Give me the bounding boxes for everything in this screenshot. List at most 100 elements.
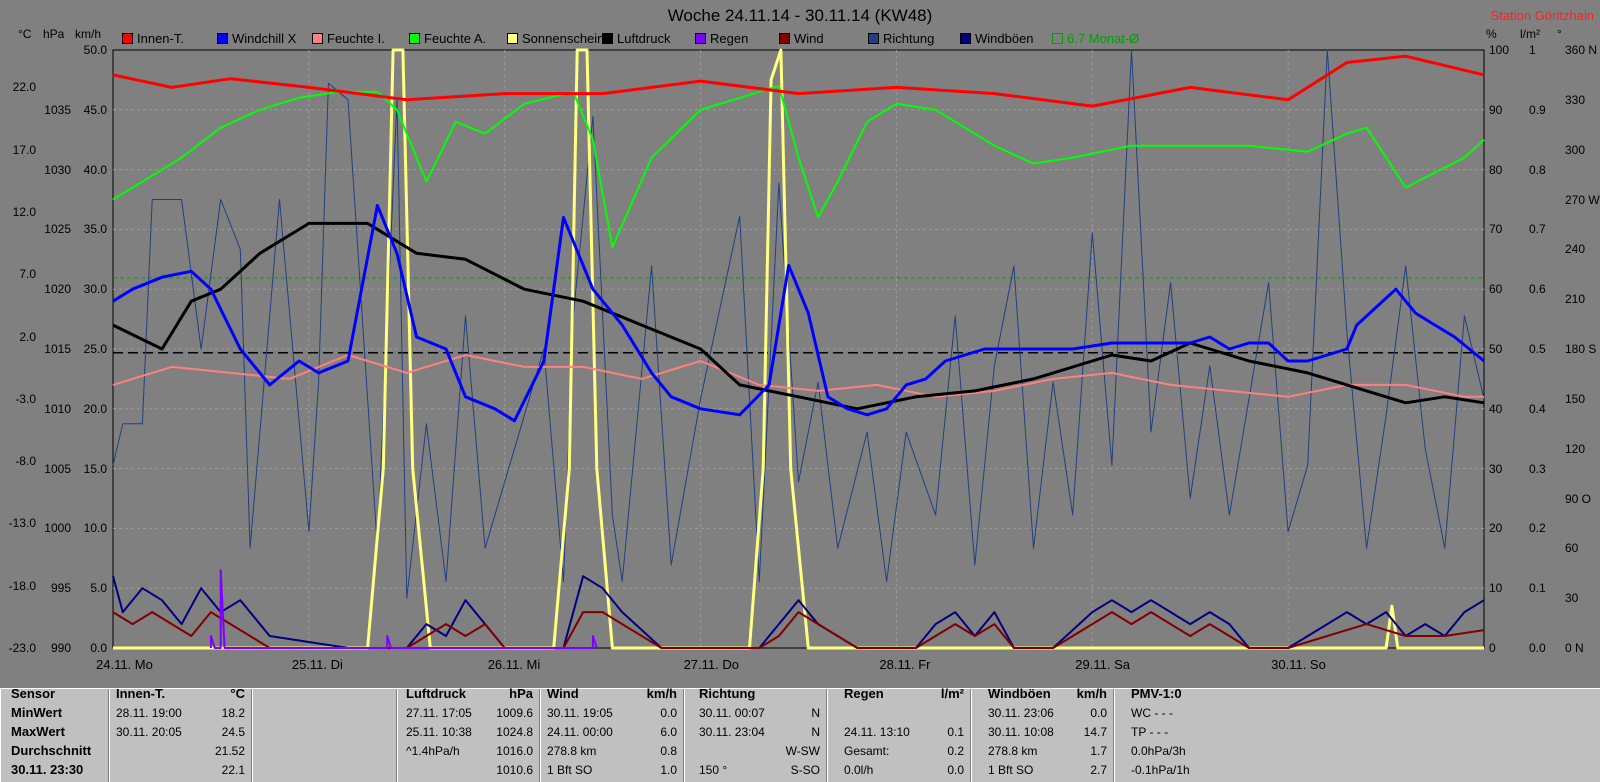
temp-tick: -13.0 (8, 516, 36, 531)
pct-tick: 70 (1489, 222, 1503, 237)
pmv-3h: 0.0hPa/3h (1131, 744, 1186, 758)
legend-swatch (507, 33, 518, 44)
col-empty (252, 689, 397, 782)
temp-tick: -3.0 (15, 391, 36, 406)
dir-tick: 120 (1565, 441, 1586, 456)
col-boeen: Windböen km/h 30.11. 23:06 0.0 30.11. 10… (971, 686, 1114, 782)
pct-tick: 40 (1489, 401, 1503, 416)
chart-plot (112, 48, 1485, 650)
hpa-tick: 1025 (44, 222, 71, 237)
richtung-min-time: 30.11. 00:07 (699, 706, 765, 720)
legend-item: Innen-T. (122, 31, 184, 46)
wind-distance: 278.8 km (547, 744, 597, 758)
rain-tick: 0.8 (1529, 162, 1546, 177)
legend-item: Windchill X (217, 31, 296, 46)
unit-celsius: °C (18, 27, 32, 41)
temp-tick: 17.0 (12, 142, 36, 157)
boeen-max-val: 14.7 (1083, 725, 1107, 739)
legend-label: 6.7 Monat-Ø (1067, 31, 1140, 46)
dir-tick: 150 (1565, 391, 1586, 406)
dir-tick: 30 (1565, 591, 1579, 606)
dir-tick: 300 (1565, 142, 1586, 157)
innen-min-val: 18.2 (221, 706, 245, 720)
innen-avg-val: 21.52 (214, 744, 245, 758)
legend-item: Regen (695, 31, 748, 46)
wind-min-val: 0.0 (660, 706, 677, 720)
col-luftdruck: Luftdruck hPa 27.11. 17:05 1009.6 25.11.… (397, 686, 540, 782)
temp-tick: 22.0 (12, 80, 36, 95)
richtung-max-val: N (811, 725, 820, 739)
temp-tick: 12.0 (12, 204, 36, 219)
pct-tick: 100 (1489, 43, 1510, 57)
col-innen: Innen-T. °C 28.11. 19:00 18.2 30.11. 20:… (109, 686, 252, 782)
kmh-tick: 5.0 (90, 581, 107, 596)
chart-title: Woche 24.11.14 - 30.11.14 (KW48) (667, 6, 933, 25)
innen-unit: °C (230, 686, 245, 701)
temp-tick: -18.0 (8, 578, 36, 593)
day-tick: 28.11. Fr (879, 657, 931, 672)
hpa-tick: 1020 (44, 282, 71, 297)
kmh-tick: 20.0 (83, 401, 107, 416)
pct-tick: 80 (1489, 162, 1503, 177)
hpa-tick: 1035 (44, 102, 71, 117)
sensor-row-max: MaxWert (11, 724, 65, 739)
rain-tick: 0.2 (1529, 521, 1546, 536)
luftdruck-max-val: 1024.8 (496, 725, 533, 739)
day-tick: 27.11. Do (683, 657, 739, 672)
rain-tick: 1 (1529, 43, 1536, 57)
innen-cur-val: 22.1 (221, 763, 245, 777)
rain-tick: 0.0 (1529, 641, 1546, 655)
innen-max-val: 24.5 (221, 725, 245, 739)
col-wind: Wind km/h 30.11. 19:05 0.0 24.11. 00:00 … (540, 686, 684, 782)
legend-label: Feuchte I. (327, 31, 385, 46)
series-sonnenschein (113, 48, 1484, 650)
temp-tick: 2.0 (19, 329, 36, 344)
stats-table: Sensor MinWert MaxWert Durchschnitt 30.1… (0, 686, 1600, 782)
wind-header: Wind (547, 686, 579, 701)
kmh-tick: 25.0 (83, 342, 107, 356)
pct-tick: 10 (1489, 581, 1503, 596)
legend-label: Feuchte A. (424, 31, 487, 46)
richtung-avg-val: W-SW (785, 744, 820, 758)
kmh-tick: 10.0 (83, 521, 107, 536)
legend-label: Innen-T. (137, 31, 184, 46)
unit-hpa: hPa (43, 27, 65, 41)
regen-unit: l/m² (940, 686, 964, 701)
pct-tick: 20 (1489, 521, 1503, 536)
dir-tick: 330 (1565, 92, 1586, 107)
station-name: Station Göritzhain (1490, 8, 1594, 23)
richtung-min-val: N (811, 706, 820, 720)
legend-item: Sonnenschein (507, 31, 604, 46)
wind-unit: km/h (646, 686, 677, 701)
wind-cur-val: 1.0 (660, 763, 677, 777)
pmv-1h: -0.1hPa/1h (1131, 763, 1190, 777)
kmh-tick: 50.0 (83, 43, 107, 57)
sensor-header: Sensor (11, 686, 56, 701)
pmv-tp: TP - - - (1131, 725, 1169, 739)
pct-tick: 30 (1489, 461, 1503, 476)
legend-label: Richtung (883, 31, 935, 46)
legend-item: Richtung (868, 31, 934, 46)
sensor-row-current: 30.11. 23:30 (11, 762, 84, 777)
unit-percent: % (1486, 27, 1497, 41)
hpa-tick: 1010 (44, 401, 71, 416)
legend-swatch (122, 33, 133, 44)
unit-lm2: l/m² (1520, 27, 1540, 41)
boeen-min-time: 30.11. 23:06 (988, 706, 1054, 720)
col-richtung: Richtung 30.11. 00:07 N 30.11. 23:04 N W… (684, 686, 827, 782)
legend-label: Sonnenschein (522, 31, 605, 46)
legend-swatch (960, 33, 971, 44)
legend-swatch (312, 33, 323, 44)
wind-avg-val: 0.8 (660, 744, 677, 758)
luftdruck-max-time: 25.11. 10:38 (406, 725, 472, 739)
rain-tick: 0.4 (1529, 401, 1546, 416)
unit-kmh: km/h (75, 27, 102, 41)
sensor-row-avg: Durchschnitt (11, 743, 92, 758)
luftdruck-avg-val: 1016.0 (496, 744, 533, 758)
kmh-tick: 45.0 (83, 102, 107, 117)
wind-max-time: 24.11. 00:00 (547, 725, 613, 739)
regen-rate: 0.0l/h (844, 763, 874, 777)
rain-tick: 0.3 (1529, 461, 1546, 476)
boeen-header: Windböen (988, 686, 1051, 701)
